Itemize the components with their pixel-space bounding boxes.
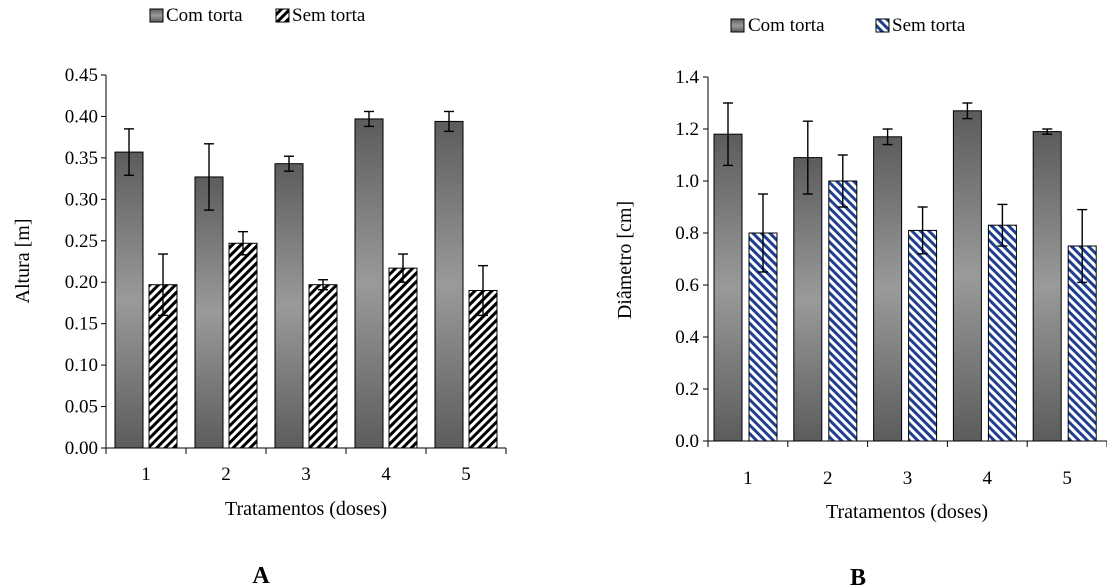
x-tick-label: 1 xyxy=(141,464,151,485)
x-axis-title-a: Tratamentos (doses) xyxy=(225,498,387,520)
y-tick-label: 1.2 xyxy=(675,119,699,140)
legend-label-com-torta: Com torta xyxy=(166,5,243,26)
x-tick-label: 5 xyxy=(461,464,471,485)
x-tick-label: 1 xyxy=(743,468,753,489)
x-tick-label: 3 xyxy=(301,464,311,485)
bar-sem-torta xyxy=(308,284,338,449)
legend-a: Com torta Sem torta xyxy=(149,5,366,26)
bar-sem-torta xyxy=(987,224,1017,442)
y-tick-label: 1.4 xyxy=(675,67,699,88)
y-tick-label: 0.15 xyxy=(65,314,98,335)
legend-b: Com torta Sem torta xyxy=(730,15,966,36)
bar-sem-torta xyxy=(908,229,938,442)
y-tick-label: 0.25 xyxy=(65,231,98,252)
bar-com-torta xyxy=(274,163,304,449)
panel-label-a: A xyxy=(252,563,270,587)
y-axis-title-a: Altura [m] xyxy=(12,219,34,304)
bar-com-torta xyxy=(873,136,903,442)
bar-sem-torta xyxy=(228,242,258,449)
bar-com-torta xyxy=(952,110,982,442)
x-tick-label: 2 xyxy=(823,468,833,489)
bar-sem-torta xyxy=(468,290,498,449)
y-tick-label: 0.40 xyxy=(65,106,98,127)
y-tick-label: 0.30 xyxy=(65,189,98,210)
x-tick-label: 4 xyxy=(983,468,993,489)
plot-area-b: 0.0 0.2 0.4 0.6 0.8 1.0 1.2 1.4 1 2 3 4 5 xyxy=(675,67,1107,489)
y-tick-label: 0.45 xyxy=(65,65,98,86)
y-tick-label: 1.0 xyxy=(675,171,699,192)
legend-swatch-sem-torta xyxy=(875,18,890,33)
panel-label-b: B xyxy=(850,565,866,587)
x-tick-label: 2 xyxy=(221,464,231,485)
legend-swatch-sem-torta xyxy=(275,8,290,23)
bar-com-torta xyxy=(713,133,743,442)
bar-sem-torta xyxy=(388,267,418,449)
legend-swatch-com-torta xyxy=(149,8,164,23)
y-tick-label: 0.8 xyxy=(675,223,699,244)
y-tick-label: 0.0 xyxy=(675,431,699,452)
y-axis-title-b: Diâmetro [cm] xyxy=(614,201,636,319)
chart-panel-a: Com torta Sem torta 0.00 0.05 0.10 0.15 0.20… xyxy=(12,5,507,587)
bar-com-torta xyxy=(434,120,464,449)
y-tick-label: 0.05 xyxy=(65,397,98,418)
x-tick-label: 5 xyxy=(1062,468,1072,489)
legend-swatch-com-torta xyxy=(730,18,745,33)
x-tick-label: 3 xyxy=(903,468,913,489)
bar-com-torta xyxy=(793,157,823,442)
legend-label-sem-torta: Sem torta xyxy=(892,15,966,36)
y-tick-label: 0.4 xyxy=(675,327,699,348)
legend-label-com-torta: Com torta xyxy=(748,15,825,36)
bar-com-torta xyxy=(354,118,384,449)
legend-label-sem-torta: Sem torta xyxy=(292,5,366,26)
x-axis-title-b: Tratamentos (doses) xyxy=(826,501,988,523)
y-tick-label: 0.35 xyxy=(65,148,98,169)
y-tick-label: 0.2 xyxy=(675,379,699,400)
x-tick-label: 4 xyxy=(381,464,391,485)
plot-area-a: 0.00 0.05 0.10 0.15 0.20 0.25 0.30 0.35 0.40 0.45… xyxy=(65,65,507,485)
bar-sem-torta xyxy=(828,180,858,442)
y-tick-label: 0.00 xyxy=(65,438,98,459)
bar-com-torta xyxy=(114,151,144,449)
y-tick-label: 0.6 xyxy=(675,275,699,296)
y-tick-label: 0.10 xyxy=(65,355,98,376)
bar-com-torta xyxy=(1032,131,1062,442)
chart-panel-b: Com torta Sem torta 0.0 0.2 0.4 0.6 0.8 1.0 1.… xyxy=(614,15,1107,587)
bar-com-torta xyxy=(194,176,224,449)
y-tick-label: 0.20 xyxy=(65,272,98,293)
